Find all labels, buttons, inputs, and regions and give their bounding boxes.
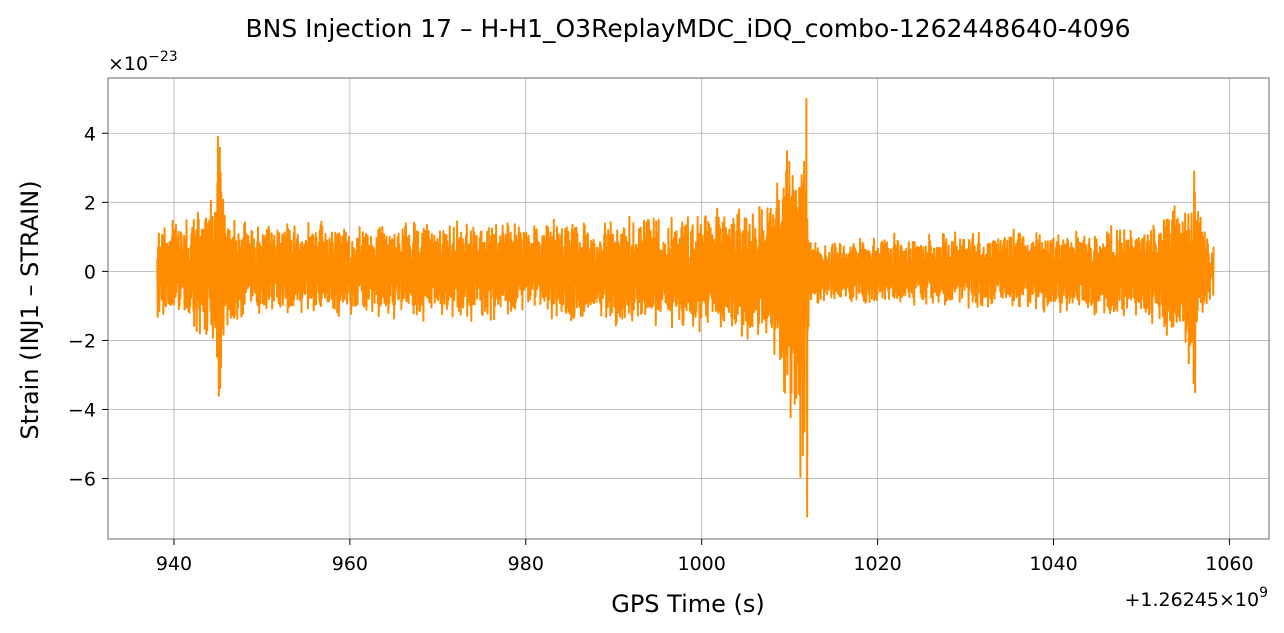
x-tick-label: 1000	[678, 553, 726, 575]
axes-frame	[107, 77, 1270, 540]
x-tick-label: 1040	[1029, 553, 1077, 575]
strain-series-line	[156, 97, 1215, 518]
x-tick-label: 1060	[1205, 553, 1253, 575]
y-tick-label: −2	[68, 330, 96, 352]
x-tick-label: 940	[156, 553, 192, 575]
y-axis-label: Strain (INJ1 – STRAIN)	[16, 180, 44, 439]
x-tick-label: 1020	[853, 553, 901, 575]
series-layer	[156, 97, 1215, 518]
y-tick-label: −6	[68, 469, 96, 491]
x-axis-label: GPS Time (s)	[611, 590, 765, 618]
x-ticks: 940 960 980 1000 1020 1040 1060	[156, 539, 1254, 575]
y-scale-factor: ×10−23	[108, 49, 178, 75]
y-tick-label: −4	[68, 400, 96, 422]
x-tick-label: 960	[332, 553, 368, 575]
y-tick-label: 0	[84, 261, 96, 283]
y-tick-label: 4	[84, 123, 96, 145]
chart-title: BNS Injection 17 – H-H1_O3ReplayMDC_iDQ_…	[245, 14, 1130, 43]
x-tick-label: 980	[508, 553, 544, 575]
y-ticks: −6 −4 −2 0 2 4	[68, 123, 108, 491]
x-offset-label: +1.26245×109	[1124, 585, 1268, 611]
y-tick-label: 2	[84, 192, 96, 214]
